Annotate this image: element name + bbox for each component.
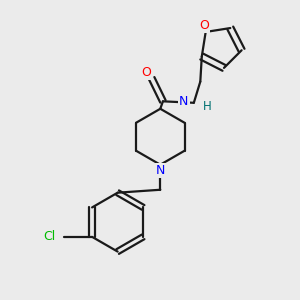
Text: N: N	[179, 95, 188, 108]
Text: N: N	[156, 164, 165, 177]
Text: Cl: Cl	[43, 230, 55, 243]
Text: H: H	[203, 100, 212, 113]
Text: O: O	[142, 66, 152, 79]
Text: O: O	[199, 19, 209, 32]
